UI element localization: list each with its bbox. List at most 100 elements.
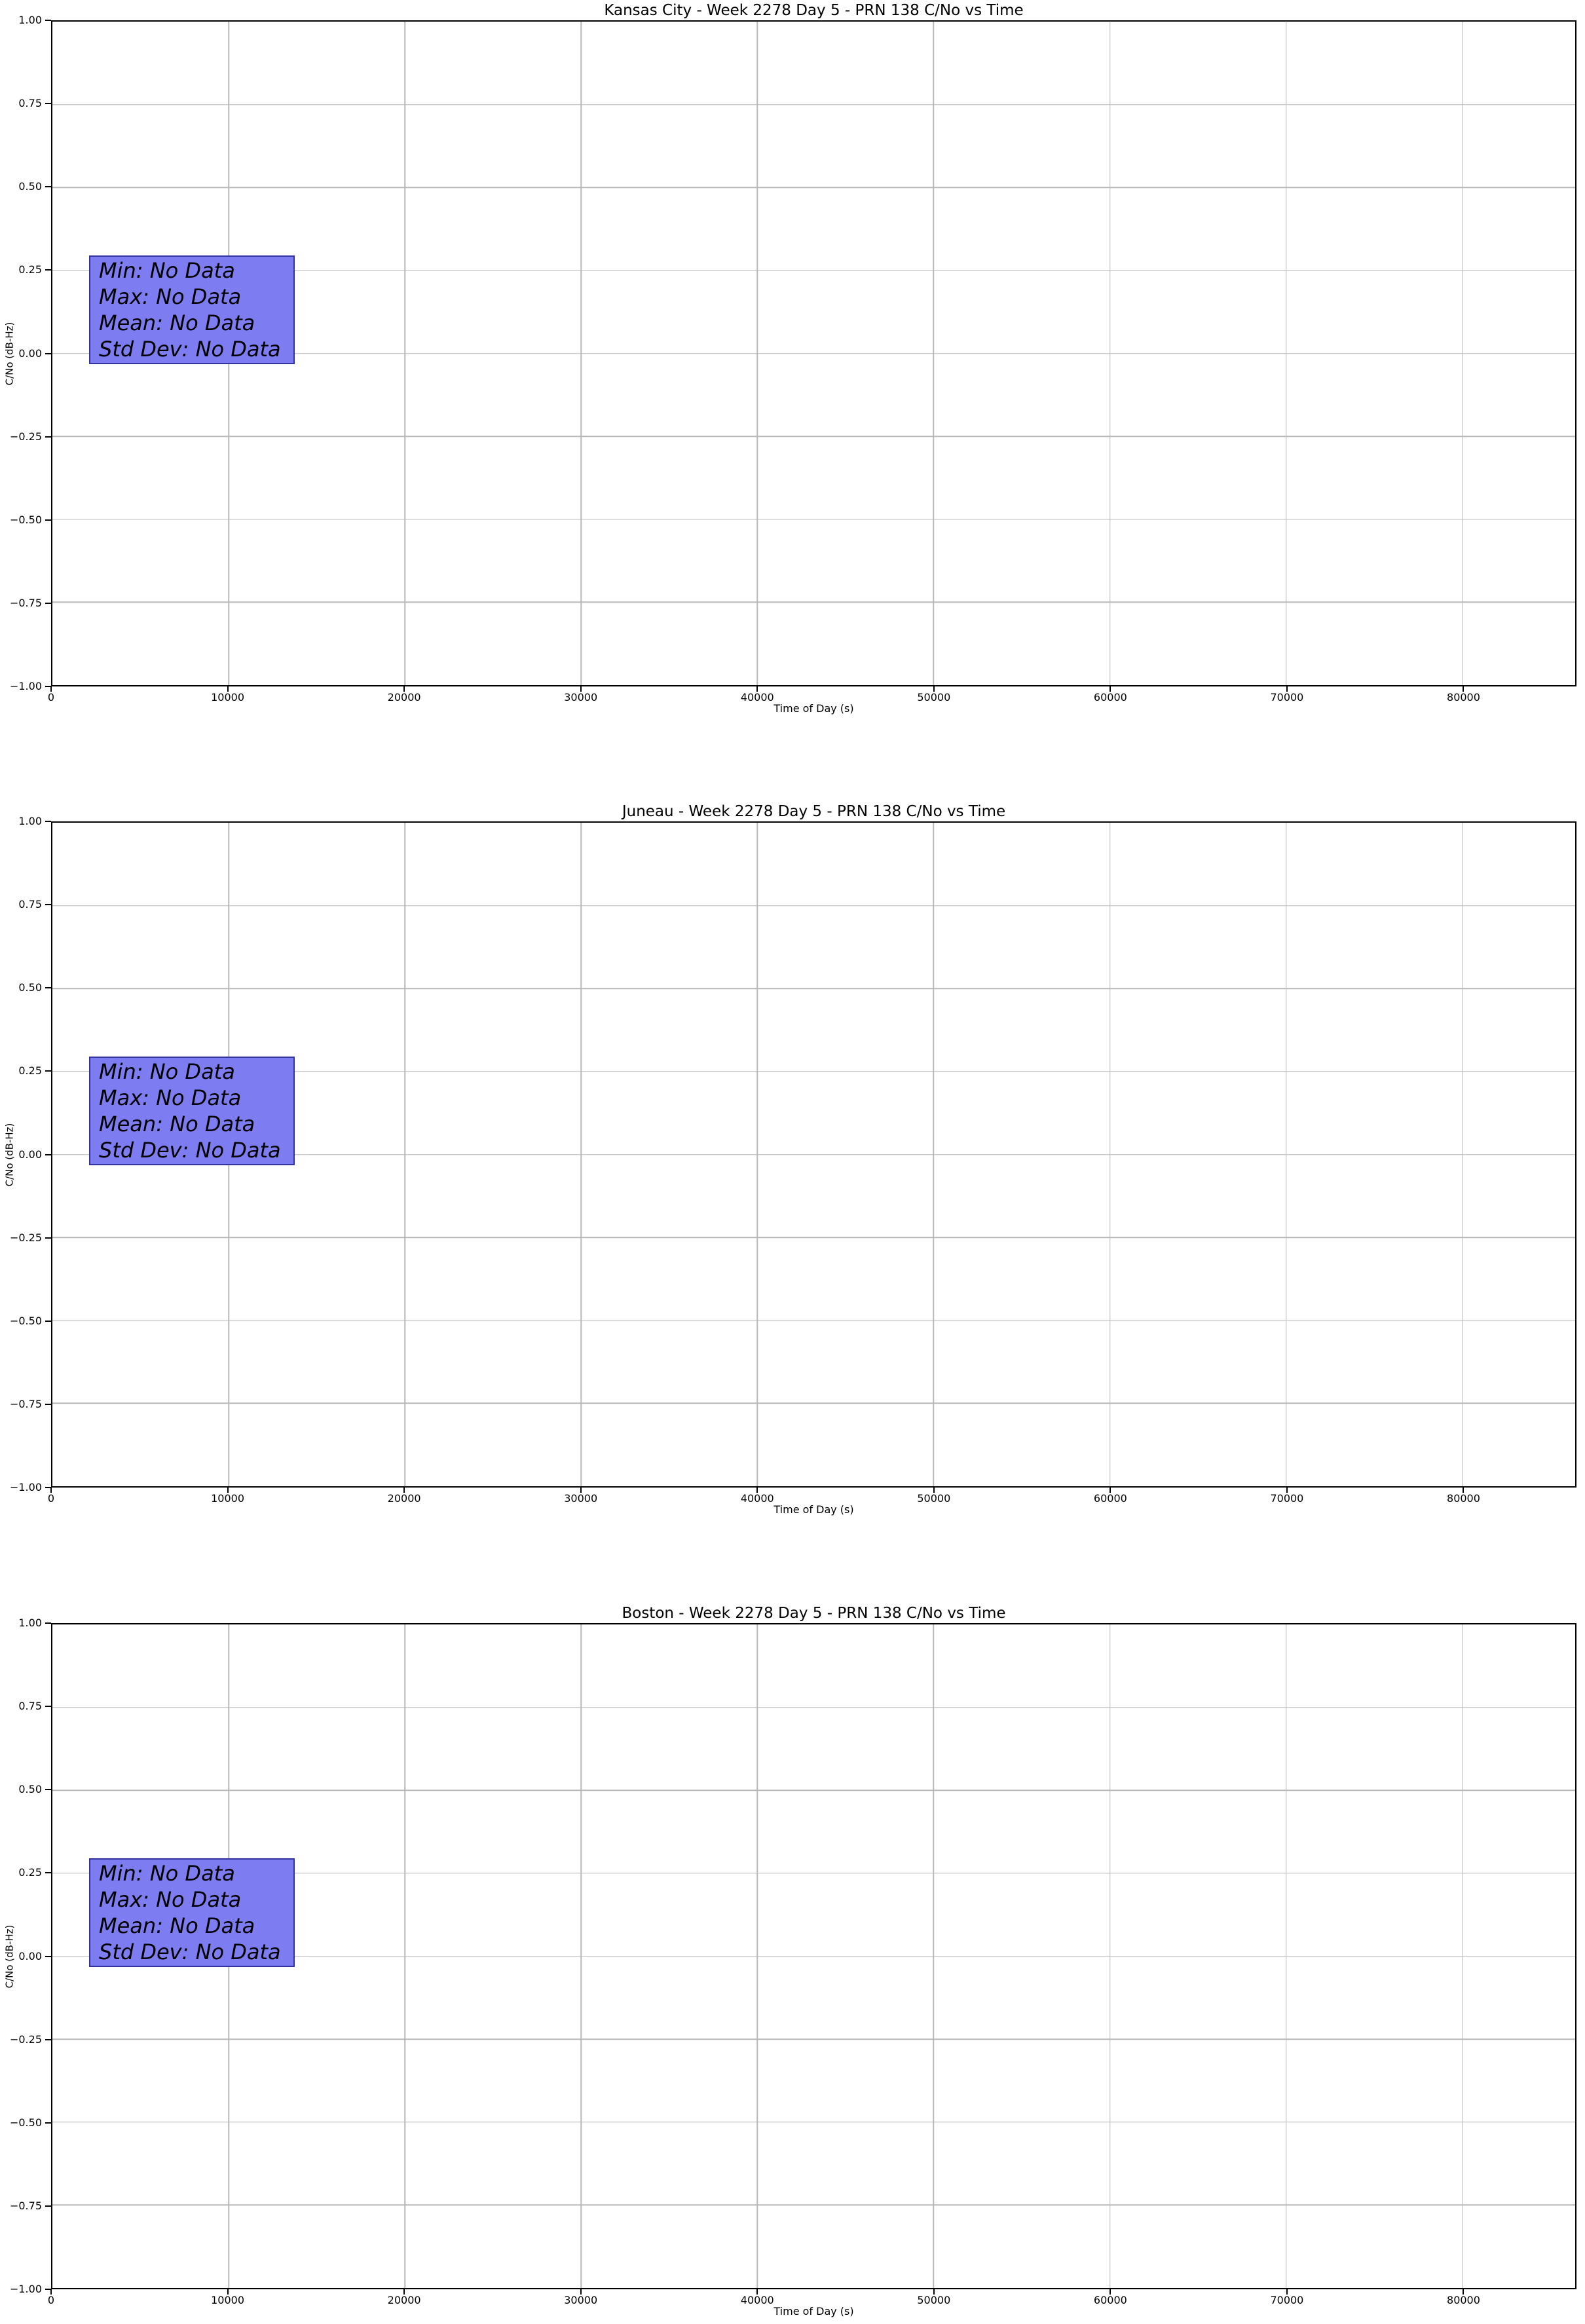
stats-annotation: Min: No Data Max: No Data Mean: No Data …	[89, 1858, 295, 1967]
x-tick-label: 40000	[740, 691, 774, 703]
x-tick-label: 20000	[387, 2294, 421, 2306]
y-tick-label: 0.00	[18, 347, 42, 360]
x-tick-mark	[1463, 1488, 1464, 1493]
subplot-kansas-city: Kansas City - Week 2278 Day 5 - PRN 138 …	[0, 0, 1585, 727]
x-tick-mark	[1286, 2289, 1288, 2295]
y-tick-label: 0.25	[18, 1064, 42, 1078]
x-tick-label: 0	[47, 691, 55, 703]
y-tick-mark	[45, 1320, 51, 1322]
x-tick-mark	[50, 1488, 52, 1493]
h-gridline	[52, 352, 1575, 354]
x-tick-mark	[1110, 1488, 1111, 1493]
x-tick-label: 70000	[1270, 1492, 1304, 1505]
stat-stddev: Std Dev: No Data	[99, 1138, 281, 1163]
grid-layer	[52, 823, 1575, 1486]
y-tick-mark	[45, 1872, 51, 1874]
x-tick-label: 10000	[211, 1492, 244, 1505]
stat-max: Max: No Data	[99, 1085, 242, 1110]
y-tick-mark	[45, 2038, 51, 2040]
x-tick-label: 0	[47, 1492, 55, 1505]
y-tick-mark	[45, 2289, 51, 2290]
y-tick-mark	[45, 1622, 51, 1624]
y-tick-label: 0.75	[18, 97, 42, 110]
y-tick-mark	[45, 1487, 51, 1488]
y-tick-mark	[45, 1955, 51, 1957]
h-gridline	[52, 2038, 1575, 2040]
y-tick-mark	[45, 1706, 51, 1708]
y-tick-mark	[45, 186, 51, 188]
y-tick-label: −0.75	[9, 2199, 42, 2212]
y-tick-label: 0.25	[18, 263, 42, 276]
stat-min: Min: No Data	[99, 258, 235, 283]
y-tick-label: 0.75	[18, 898, 42, 911]
x-tick-label: 50000	[917, 2294, 951, 2306]
y-tick-label: 0.50	[18, 981, 42, 994]
h-gridline	[52, 905, 1575, 907]
x-tick-label: 60000	[1093, 691, 1127, 703]
y-tick-mark	[45, 987, 51, 989]
stats-annotation: Min: No Data Max: No Data Mean: No Data …	[89, 255, 295, 364]
x-tick-mark	[756, 686, 758, 692]
y-tick-label: 0.25	[18, 1866, 42, 1879]
y-tick-mark	[45, 436, 51, 438]
plot-area: Min: No Data Max: No Data Mean: No Data …	[51, 821, 1576, 1488]
x-tick-label: 0	[47, 2294, 55, 2306]
x-tick-label: 30000	[564, 1492, 598, 1505]
y-tick-mark	[45, 602, 51, 604]
x-tick-label: 50000	[917, 1492, 951, 1505]
y-tick-mark	[45, 1070, 51, 1072]
y-tick-label: 0.75	[18, 1700, 42, 1713]
y-tick-label: −0.50	[9, 1314, 42, 1327]
h-gridline	[52, 1706, 1575, 1708]
chart-title: Boston - Week 2278 Day 5 - PRN 138 C/No …	[622, 1605, 1006, 1622]
h-gridline	[52, 1320, 1575, 1321]
stat-stddev: Std Dev: No Data	[99, 1940, 281, 1964]
x-tick-label: 60000	[1093, 1492, 1127, 1505]
y-tick-label: 0.00	[18, 1949, 42, 1962]
stat-max: Max: No Data	[99, 284, 242, 309]
y-tick-mark	[45, 519, 51, 521]
stat-mean: Mean: No Data	[99, 1112, 255, 1136]
x-tick-label: 40000	[740, 1492, 774, 1505]
x-tick-mark	[580, 686, 582, 692]
y-tick-label: 0.50	[18, 180, 42, 193]
y-tick-label: −1.00	[9, 1481, 42, 1493]
h-gridline	[52, 187, 1575, 188]
x-tick-label: 10000	[211, 2294, 244, 2306]
x-tick-label: 70000	[1270, 691, 1304, 703]
chart-title: Juneau - Week 2278 Day 5 - PRN 138 C/No …	[622, 803, 1006, 820]
h-gridline	[52, 988, 1575, 989]
y-tick-mark	[45, 20, 51, 21]
x-tick-mark	[580, 1488, 582, 1493]
chart-title: Kansas City - Week 2278 Day 5 - PRN 138 …	[604, 2, 1024, 19]
x-tick-mark	[50, 686, 52, 692]
x-tick-mark	[933, 2289, 935, 2295]
x-tick-mark	[1110, 686, 1111, 692]
y-tick-mark	[45, 352, 51, 354]
plot-area: Min: No Data Max: No Data Mean: No Data …	[51, 20, 1576, 686]
y-tick-label: −0.75	[9, 596, 42, 609]
h-gridline	[52, 601, 1575, 603]
y-tick-label: 1.00	[18, 815, 42, 827]
x-tick-mark	[227, 1488, 229, 1493]
x-tick-label: 80000	[1447, 1492, 1480, 1505]
y-tick-mark	[45, 1153, 51, 1155]
y-tick-mark	[45, 904, 51, 906]
y-tick-mark	[45, 269, 51, 271]
x-tick-mark	[1110, 2289, 1111, 2295]
grid-layer	[52, 1624, 1575, 2288]
y-tick-mark	[45, 1403, 51, 1405]
h-gridline	[52, 2204, 1575, 2206]
y-tick-label: 1.00	[18, 14, 42, 26]
y-tick-mark	[45, 686, 51, 687]
h-gridline	[52, 1402, 1575, 1404]
x-tick-mark	[1286, 1488, 1288, 1493]
h-gridline	[52, 1153, 1575, 1155]
y-tick-label: −0.25	[9, 2033, 42, 2046]
x-tick-mark	[50, 2289, 52, 2295]
y-tick-mark	[45, 821, 51, 822]
y-tick-label: −0.75	[9, 1397, 42, 1410]
stat-min: Min: No Data	[99, 1861, 235, 1886]
h-gridline	[52, 1873, 1575, 1874]
x-axis-label: Time of Day (s)	[774, 1503, 854, 1516]
